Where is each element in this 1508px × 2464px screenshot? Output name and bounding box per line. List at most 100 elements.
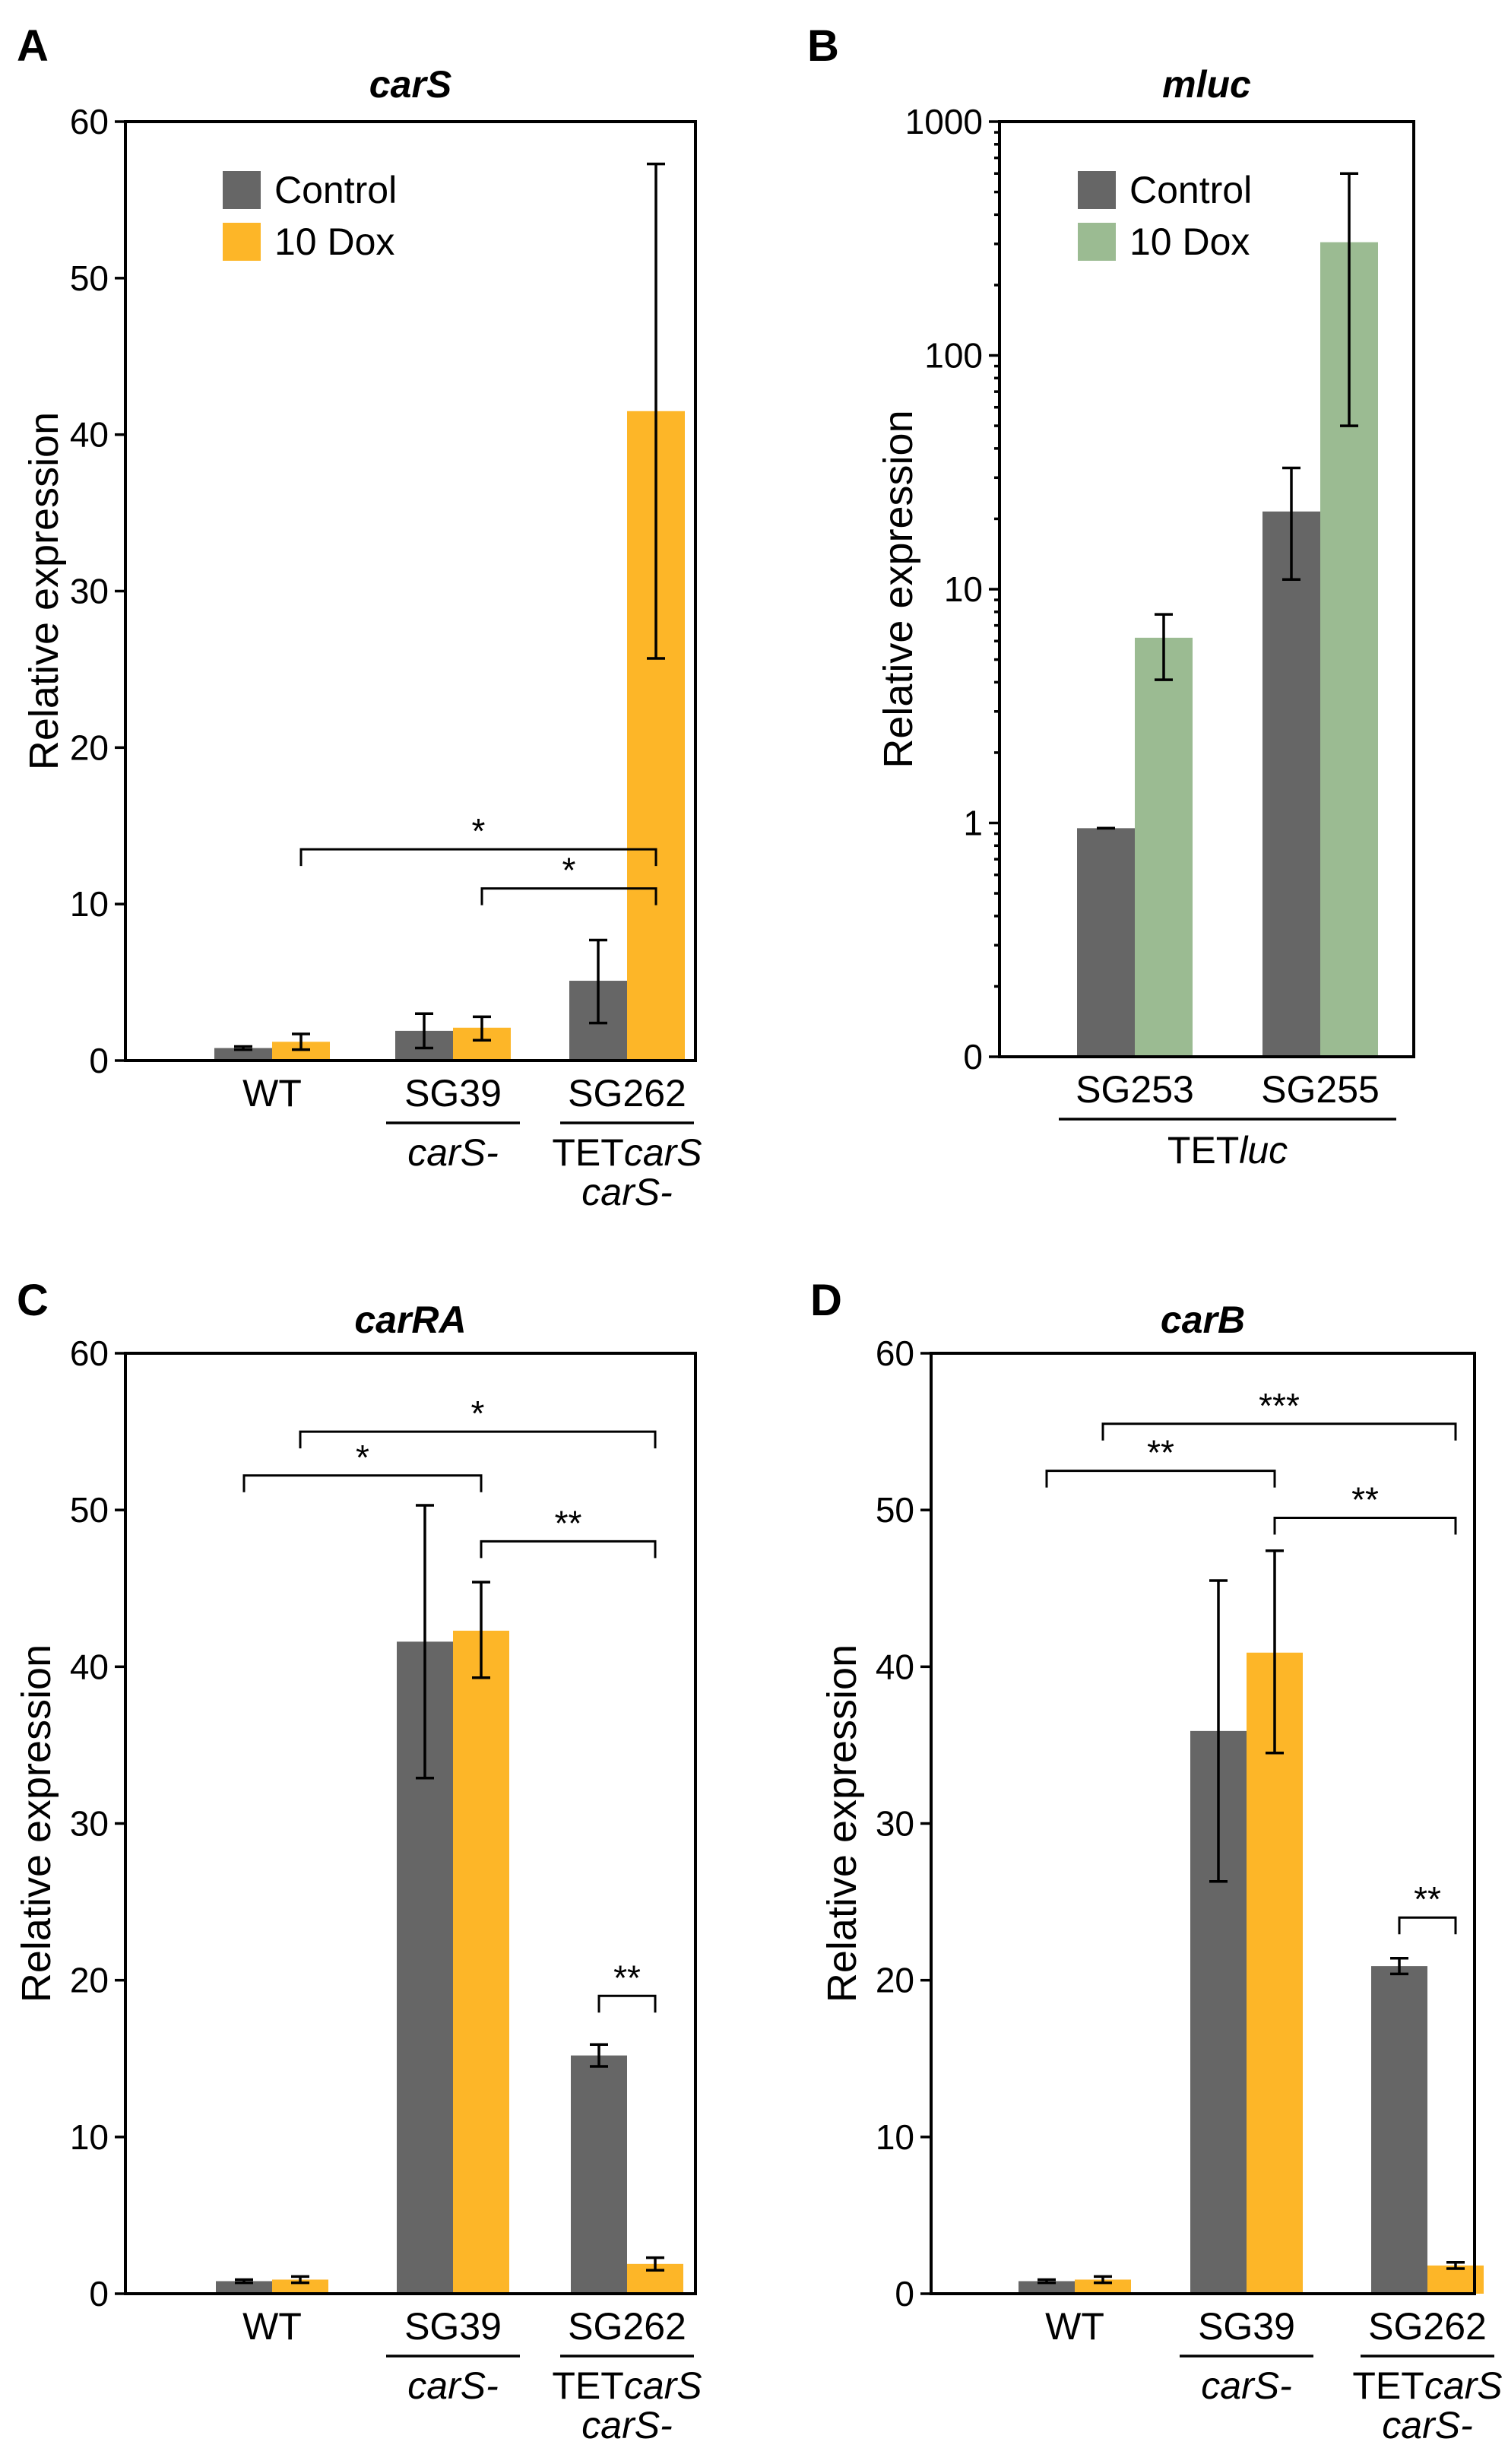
- bar-control: [1262, 511, 1320, 1057]
- y-tick-label: 10: [876, 2117, 914, 2157]
- y-tick-label: 20: [876, 1961, 914, 2000]
- significance-bracket: [1101, 1422, 1457, 1441]
- legend-swatch: [1078, 223, 1116, 261]
- y-axis-label: Relative expression: [819, 1644, 865, 2003]
- bar-10-dox: [272, 2279, 328, 2294]
- panel-letter: A: [17, 21, 49, 71]
- chart-title: carS: [369, 63, 451, 106]
- plot-frame: [124, 1352, 697, 2295]
- y-tick-label: 0: [89, 2274, 109, 2313]
- significance-label: *: [471, 1394, 485, 1433]
- legend-label: 10 Dox: [1129, 220, 1250, 263]
- legend-swatch: [223, 171, 261, 209]
- plot-frame: [124, 120, 697, 1062]
- legend-label: Control: [274, 169, 397, 211]
- genotype-label-line2: carS-: [581, 1171, 672, 1213]
- bar-control: [1371, 1966, 1427, 2294]
- y-tick-label: 40: [70, 415, 109, 455]
- category-label: SG253: [1076, 1068, 1194, 1111]
- y-tick-label: 30: [876, 1804, 914, 1844]
- genotype-label: carS-: [407, 1131, 498, 1174]
- y-tick-label: 30: [70, 1804, 109, 1844]
- category-label: SG39: [404, 2305, 502, 2348]
- significance-label: *: [472, 811, 486, 851]
- significance-bracket: [1045, 1470, 1276, 1488]
- y-tick-label: 10: [70, 2117, 109, 2157]
- significance-bracket: [597, 1994, 657, 2013]
- category-label: WT: [1045, 2305, 1104, 2348]
- y-tick-label: 60: [70, 1333, 109, 1373]
- significance-bracket: [299, 1430, 657, 1449]
- chart-title: mluc: [1162, 63, 1251, 106]
- y-axis-label: Relative expression: [21, 412, 67, 770]
- chart-title: carRA: [354, 1299, 466, 1341]
- bar-10-dox: [1135, 637, 1193, 1057]
- significance-label: **: [1414, 1879, 1441, 1919]
- bar-control: [571, 2055, 627, 2294]
- significance-label: **: [1147, 1433, 1174, 1473]
- y-tick-label: 0: [963, 1037, 983, 1077]
- significance-label: **: [555, 1503, 582, 1543]
- significance-bracket: [480, 1540, 657, 1559]
- y-axis-label: Relative expression: [876, 410, 921, 768]
- genotype-label-line1: TETcarS: [1352, 2364, 1502, 2407]
- y-tick-label: 20: [70, 728, 109, 767]
- y-tick-label: 1: [963, 804, 983, 843]
- category-label: SG262: [568, 2305, 686, 2348]
- y-tick-label: 10: [944, 569, 983, 609]
- y-tick-label: 50: [876, 1490, 914, 1530]
- panel-letter: B: [807, 21, 839, 71]
- genotype-label-line2: carS-: [581, 2404, 672, 2447]
- category-label: WT: [242, 2305, 302, 2348]
- significance-bracket: [299, 848, 657, 867]
- significance-label: ***: [1259, 1386, 1300, 1425]
- y-axis-label: Relative expression: [14, 1644, 59, 2003]
- y-tick-label: 60: [70, 102, 109, 141]
- category-label: WT: [242, 1072, 302, 1115]
- category-label: SG262: [568, 1072, 686, 1115]
- y-tick-label: 0: [895, 2274, 914, 2313]
- category-label: SG255: [1261, 1068, 1380, 1111]
- y-tick-label: 30: [70, 572, 109, 611]
- significance-label: **: [613, 1958, 641, 1997]
- category-label: SG39: [1198, 2305, 1295, 2348]
- significance-bracket: [242, 1474, 483, 1492]
- y-tick-label: 60: [876, 1333, 914, 1373]
- bar-control: [216, 2281, 272, 2294]
- bar-10-dox: [1247, 1652, 1303, 2294]
- category-label: SG262: [1368, 2305, 1487, 2348]
- panel-letter: D: [810, 1276, 842, 1325]
- bar-10-dox: [1075, 2279, 1131, 2294]
- plot-frame: [998, 120, 1415, 1058]
- legend-label: 10 Dox: [274, 220, 394, 263]
- panel-letter: C: [17, 1276, 49, 1325]
- category-label: SG39: [404, 1072, 502, 1115]
- significance-bracket: [480, 887, 657, 905]
- bar-10-dox: [453, 1630, 509, 2294]
- y-tick-label: 20: [70, 1961, 109, 2000]
- bar-control: [214, 1048, 272, 1061]
- genotype-label-line1: TETcarS: [552, 2364, 702, 2407]
- genotype-label-line1: TETcarS: [552, 1131, 702, 1174]
- y-tick-label: 50: [70, 1490, 109, 1530]
- genotype-label-line2: carS-: [1382, 2404, 1472, 2447]
- y-tick-label: 40: [876, 1647, 914, 1686]
- significance-label: *: [562, 851, 576, 890]
- legend-swatch: [1078, 171, 1116, 209]
- chart-title: carB: [1161, 1299, 1245, 1341]
- plot-frame: [930, 1352, 1476, 2295]
- y-tick-label: 100: [924, 336, 983, 376]
- bar-control: [1077, 828, 1135, 1057]
- genotype-label: carS-: [1201, 2364, 1291, 2407]
- significance-bracket: [1398, 1916, 1457, 1935]
- y-tick-label: 50: [70, 258, 109, 298]
- legend-swatch: [223, 223, 261, 261]
- group-label: TETluc: [1167, 1129, 1288, 1172]
- y-tick-label: 0: [89, 1041, 109, 1080]
- y-tick-label: 40: [70, 1647, 109, 1686]
- bar-control: [1019, 2281, 1075, 2294]
- y-tick-label: 10: [70, 884, 109, 924]
- significance-bracket: [1273, 1516, 1457, 1535]
- genotype-label: carS-: [407, 2364, 498, 2407]
